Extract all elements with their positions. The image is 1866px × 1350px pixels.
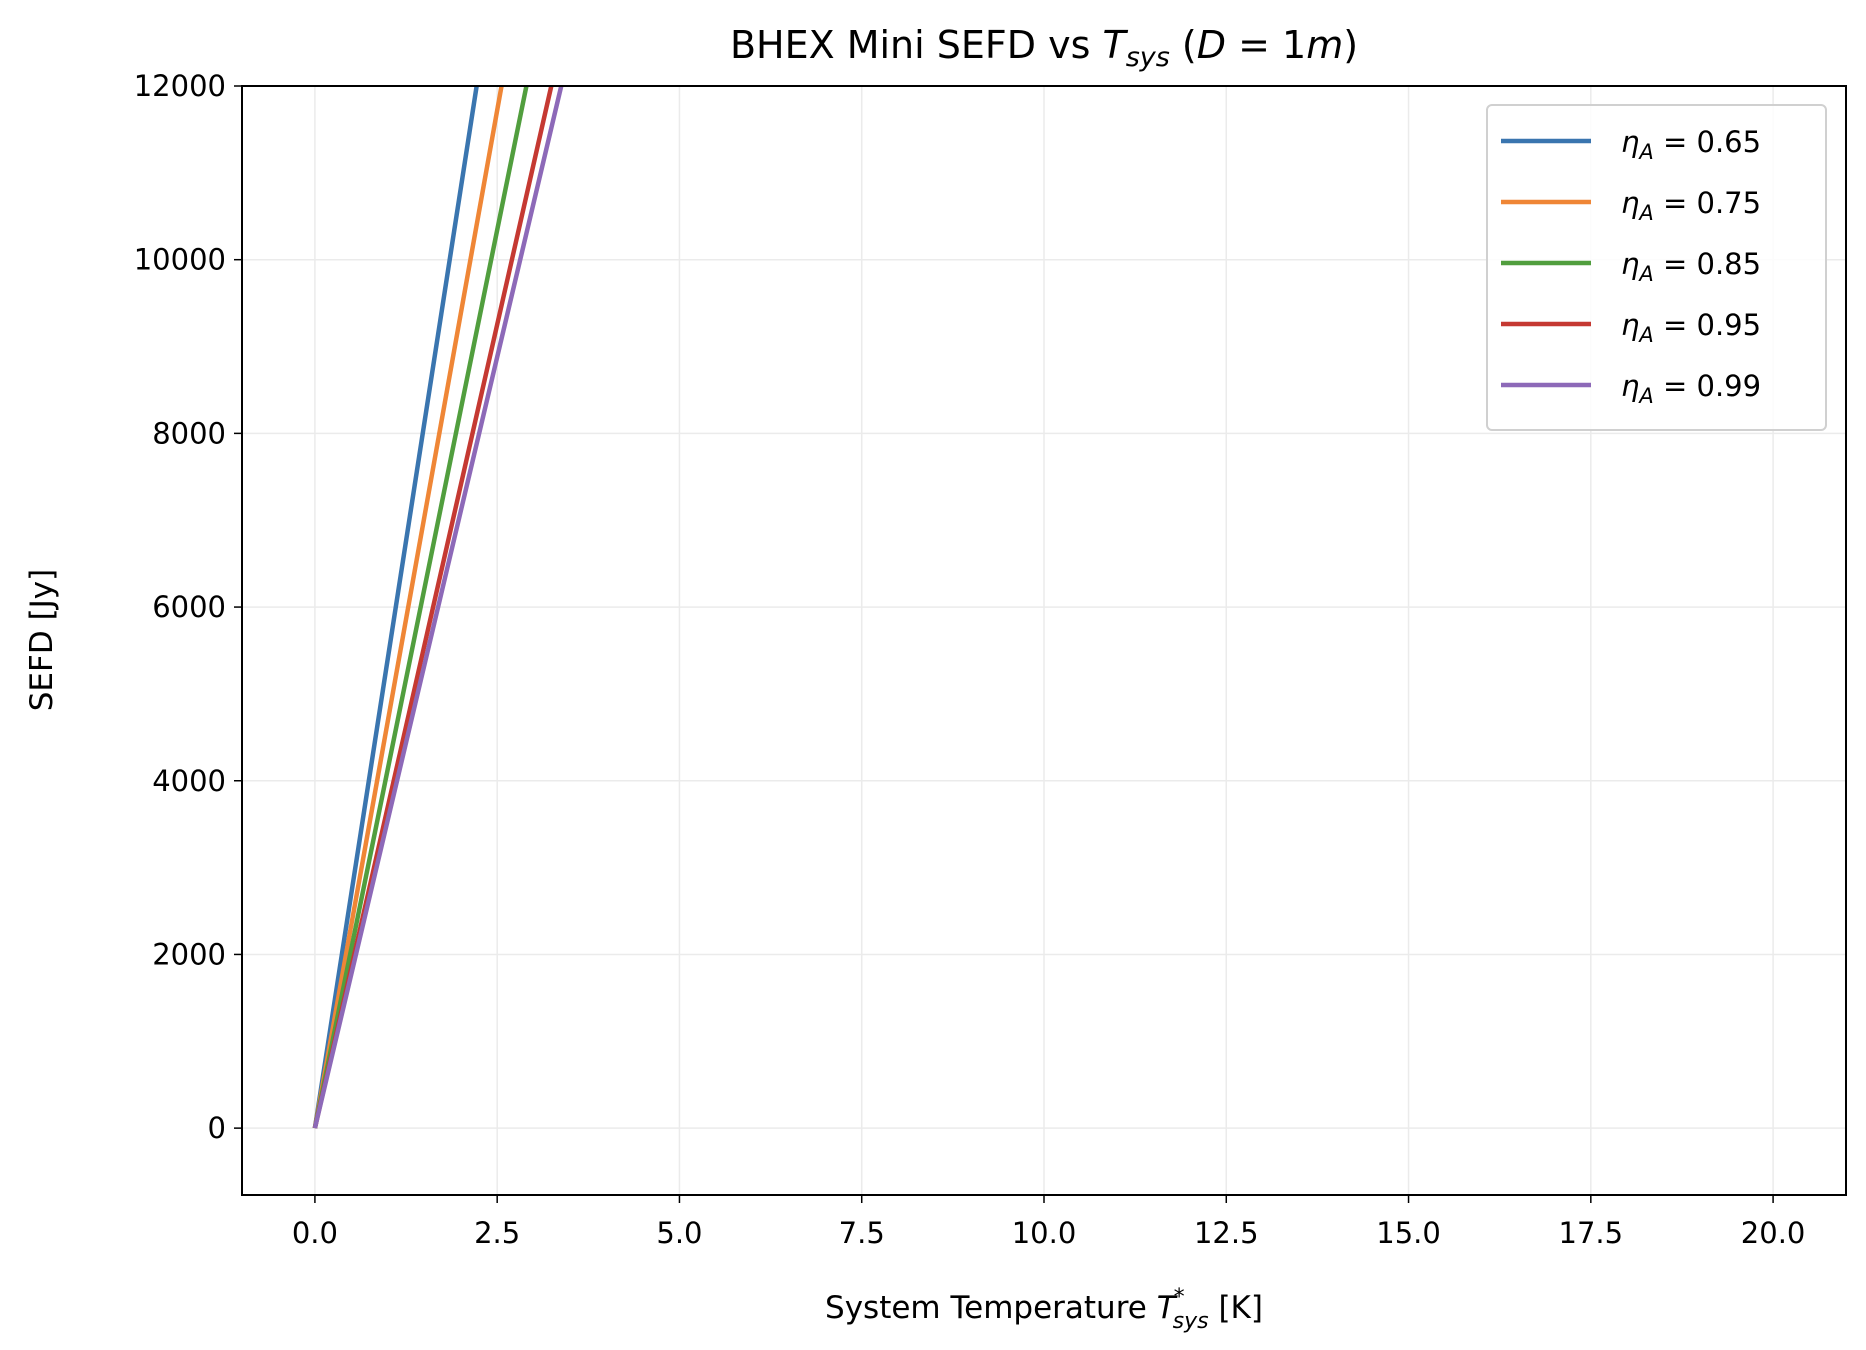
y-axis-label: SEFD [Jy] <box>24 569 60 712</box>
legend-box <box>1486 104 1827 431</box>
x-tick-label: 20.0 <box>1741 1216 1806 1250</box>
x-tick-label: 7.5 <box>839 1216 885 1250</box>
x-tick-label: 15.0 <box>1376 1216 1441 1250</box>
x-tick-label: 5.0 <box>656 1216 702 1250</box>
y-tick-label: 6000 <box>152 590 226 624</box>
plot-frame <box>241 85 1847 1196</box>
x-tick-label: 2.5 <box>474 1216 520 1250</box>
x-tick-label: 17.5 <box>1559 1216 1624 1250</box>
x-tick-label: 12.5 <box>1194 1216 1259 1250</box>
legend: ηA = 0.65 ηA = 0.75 ηA = 0.85 ηA = 0.95 ηA =… <box>1486 104 1827 431</box>
y-tick-label: 10000 <box>134 243 226 277</box>
x-tick-label: 10.0 <box>1012 1216 1077 1250</box>
plot-area <box>312 86 564 1129</box>
y-tick-label: 4000 <box>152 764 226 798</box>
y-tick-label: 12000 <box>134 69 226 103</box>
legend-label: ηA = 0.65 <box>1621 125 1761 164</box>
y-tick-label: 0 <box>208 1111 226 1145</box>
legend-label: ηA = 0.75 <box>1621 186 1761 225</box>
legend-label: ηA = 0.99 <box>1621 369 1761 408</box>
y-tick-label: 8000 <box>152 416 226 450</box>
y-tick-label: 2000 <box>152 937 226 971</box>
legend-label: ηA = 0.85 <box>1621 247 1761 286</box>
legend-label: ηA = 0.95 <box>1621 308 1761 347</box>
series-line <box>312 86 564 1129</box>
x-tick-label: 0.0 <box>292 1216 338 1250</box>
chart-title: BHEX Mini SEFD vs Tsys (D = 1m) <box>730 23 1358 73</box>
x-axis-label: System Temperature T* sys [K] <box>825 1285 1263 1334</box>
